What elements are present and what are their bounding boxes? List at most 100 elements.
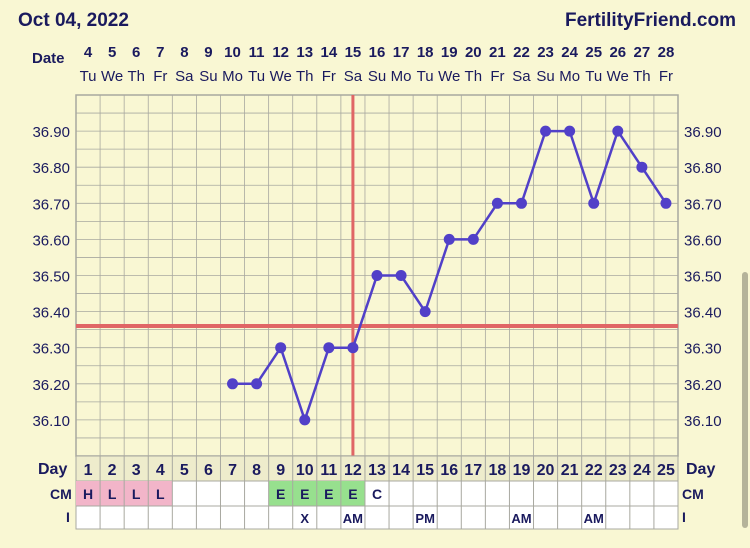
cycle-day-number: 11 — [320, 462, 337, 479]
weekday-label: Mo — [391, 68, 412, 85]
y-tick-label-right: 36.10 — [684, 413, 722, 430]
date-row-label: Date — [32, 50, 65, 67]
intercourse-value: AM — [511, 511, 531, 526]
temperature-point — [347, 342, 359, 354]
cycle-day-number: 5 — [180, 462, 189, 479]
weekday-label: Th — [465, 68, 483, 85]
cycle-day-number: 15 — [416, 462, 434, 479]
cm-cell-fill — [340, 481, 365, 506]
cycle-day-number: 16 — [440, 462, 458, 479]
cm-value: E — [300, 486, 309, 502]
cm-cell-fill — [76, 481, 101, 506]
weekday-label: Sa — [175, 68, 194, 85]
cycle-day-number: 23 — [609, 462, 627, 479]
cycle-day-number: 20 — [537, 462, 555, 479]
temperature-point — [275, 342, 287, 354]
weekday-label: We — [101, 68, 123, 85]
date-number: 14 — [320, 44, 337, 61]
cycle-day-number: 21 — [561, 462, 579, 479]
weekday-label: Th — [633, 68, 651, 85]
cycle-day-number: 1 — [84, 462, 93, 479]
cycle-day-number: 17 — [464, 462, 482, 479]
weekday-label: Mo — [559, 68, 580, 85]
cycle-day-number: 18 — [489, 462, 507, 479]
weekday-label: Fr — [322, 68, 336, 85]
weekday-label: Sa — [512, 68, 531, 85]
cm-row-label-right: CM — [682, 486, 704, 502]
date-number: 28 — [658, 44, 675, 61]
y-tick-label-right: 36.20 — [684, 377, 722, 394]
y-tick-label-left: 36.70 — [32, 196, 70, 213]
temperature-point — [515, 197, 527, 209]
date-number: 19 — [441, 44, 458, 61]
cycle-day-number: 12 — [344, 462, 362, 479]
cycle-day-number: 14 — [392, 462, 410, 479]
chart-date: Oct 04, 2022 — [18, 10, 129, 31]
date-number: 21 — [489, 44, 506, 61]
temperature-point — [395, 270, 407, 281]
date-number: 13 — [296, 44, 313, 61]
temperature-point — [227, 378, 239, 390]
date-number: 8 — [180, 44, 188, 61]
temperature-point — [564, 125, 576, 137]
date-number: 6 — [132, 44, 140, 61]
cm-value: E — [348, 486, 357, 502]
temperature-point — [467, 233, 479, 245]
y-tick-label-right: 36.70 — [684, 196, 722, 213]
cycle-day-number: 6 — [204, 462, 213, 479]
weekday-label: Th — [127, 68, 145, 85]
y-tick-label-right: 36.40 — [684, 305, 722, 322]
cycle-day-number: 2 — [108, 462, 117, 479]
date-number: 22 — [513, 44, 530, 61]
date-number: 10 — [224, 44, 241, 61]
temperature-point — [371, 270, 383, 281]
weekday-label: Fr — [153, 68, 167, 85]
intercourse-value: X — [300, 511, 309, 526]
temperature-point — [419, 306, 431, 318]
weekday-label: Su — [199, 68, 217, 85]
weekday-label: Fr — [659, 68, 673, 85]
temperature-point — [612, 125, 624, 137]
y-tick-label-left: 36.40 — [32, 305, 70, 322]
cm-cell-fill — [148, 481, 173, 506]
weekday-label: Tu — [80, 68, 97, 85]
cycle-day-number: 22 — [585, 462, 603, 479]
intercourse-value: PM — [415, 511, 435, 526]
y-tick-label-right: 36.50 — [684, 269, 722, 286]
cm-i-rows — [75, 480, 679, 530]
cycle-day-number: 13 — [368, 462, 386, 479]
cycle-day-number: 4 — [156, 462, 165, 479]
cm-value: L — [156, 486, 165, 502]
date-number: 24 — [561, 44, 578, 61]
date-number: 16 — [369, 44, 386, 61]
cm-cell-fill — [316, 481, 341, 506]
y-tick-label-left: 36.20 — [32, 377, 70, 394]
y-tick-label-left: 36.50 — [32, 269, 70, 286]
date-number: 20 — [465, 44, 482, 61]
weekday-label: Tu — [248, 68, 265, 85]
weekday-label: Th — [296, 68, 314, 85]
cycle-day-number: 9 — [276, 462, 285, 479]
cycle-day-number: 10 — [296, 462, 314, 479]
cm-value: E — [276, 486, 285, 502]
vertical-scrollbar[interactable] — [742, 272, 748, 528]
cycle-day-number: 8 — [252, 462, 261, 479]
weekday-label: Mo — [222, 68, 243, 85]
weekday-label: Tu — [585, 68, 602, 85]
cycle-day-number: 3 — [132, 462, 141, 479]
brand-name[interactable]: FertilityFriend.com — [564, 10, 736, 31]
date-number: 25 — [585, 44, 602, 61]
date-number: 5 — [108, 44, 116, 61]
temperature-point — [491, 197, 503, 209]
y-tick-label-right: 36.90 — [684, 124, 722, 141]
date-number: 9 — [204, 44, 212, 61]
intercourse-value: AM — [343, 511, 363, 526]
cm-value: H — [83, 486, 93, 502]
date-number: 4 — [84, 44, 93, 61]
weekday-label: Su — [536, 68, 554, 85]
y-tick-label-right: 36.60 — [684, 232, 722, 249]
temperature-point — [636, 161, 648, 173]
weekday-label: Su — [368, 68, 386, 85]
cm-value: L — [132, 486, 141, 502]
